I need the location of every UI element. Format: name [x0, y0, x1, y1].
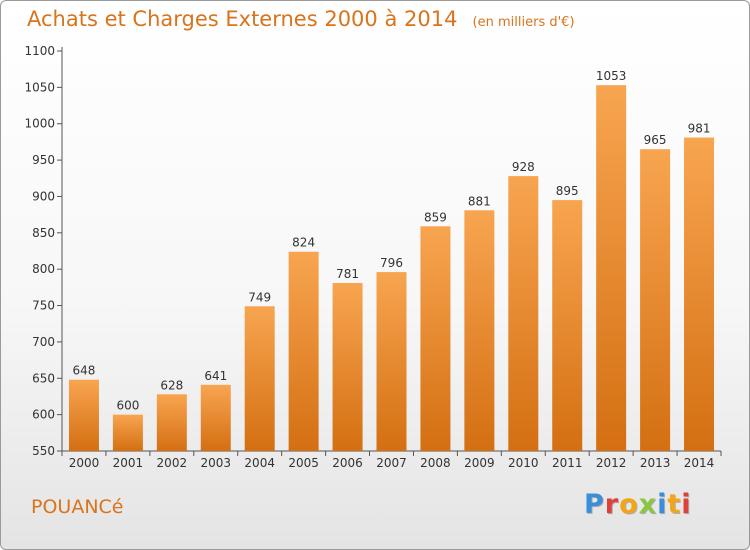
data-label: 981 [688, 122, 711, 136]
chart-title: Achats et Charges Externes 2000 à 2014 [27, 7, 458, 31]
logo-letter: i [681, 489, 692, 520]
bar [332, 283, 363, 451]
y-tick-label: 800 [32, 262, 55, 276]
x-tick-label: 2013 [640, 456, 671, 470]
data-label: 928 [512, 160, 535, 174]
proxiti-logo: Proxiti [584, 489, 692, 520]
y-tick-label: 900 [32, 189, 55, 203]
chart-subtitle: (en milliers d'€) [472, 15, 575, 30]
x-tick-label: 2005 [288, 456, 319, 470]
y-tick-label: 950 [32, 153, 55, 167]
x-tick-label: 2009 [464, 456, 495, 470]
data-label: 749 [248, 290, 271, 304]
data-label: 641 [204, 369, 227, 383]
x-tick-label: 2002 [157, 456, 188, 470]
data-label: 859 [424, 210, 447, 224]
data-label: 965 [644, 133, 667, 147]
data-label: 781 [336, 267, 359, 281]
logo-letter: x [638, 489, 658, 520]
x-tick-label: 2001 [113, 456, 144, 470]
x-tick-label: 2007 [376, 456, 407, 470]
x-tick-label: 2000 [69, 456, 100, 470]
bar [508, 176, 539, 451]
logo-letter: i [657, 489, 668, 520]
data-label: 881 [468, 194, 491, 208]
y-tick-label: 1000 [24, 117, 55, 131]
x-tick-label: 2003 [200, 456, 231, 470]
y-tick-label: 600 [32, 408, 55, 422]
bar [684, 137, 715, 451]
bar [200, 384, 231, 451]
bar [288, 251, 319, 451]
y-tick-label: 700 [32, 335, 55, 349]
bar [376, 272, 407, 451]
y-tick-label: 750 [32, 299, 55, 313]
y-tick-label: 550 [32, 444, 55, 458]
y-tick-label: 650 [32, 371, 55, 385]
bar [68, 379, 99, 451]
logo-letter: r [604, 489, 620, 520]
data-label: 796 [380, 256, 403, 270]
bar [640, 149, 671, 451]
bar [156, 394, 187, 451]
data-label: 824 [292, 236, 315, 250]
bar [420, 226, 451, 451]
bar [552, 200, 583, 451]
data-label: 1053 [596, 69, 627, 83]
bar [596, 85, 627, 451]
bar [244, 306, 275, 451]
logo-letter: P [584, 489, 605, 520]
logo-letter: t [667, 489, 682, 520]
bar [112, 414, 143, 451]
x-tick-label: 2010 [508, 456, 539, 470]
chart-title-row: Achats et Charges Externes 2000 à 2014 (… [27, 7, 575, 31]
y-tick-label: 1050 [24, 80, 55, 94]
x-tick-label: 2006 [332, 456, 363, 470]
data-label: 648 [73, 364, 96, 378]
x-tick-label: 2012 [596, 456, 627, 470]
logo-letter: o [619, 489, 639, 520]
data-label: 600 [116, 399, 139, 413]
x-tick-label: 2004 [244, 456, 275, 470]
y-tick-label: 1100 [24, 44, 55, 58]
data-label: 895 [556, 184, 579, 198]
bar [464, 210, 495, 451]
data-label: 628 [160, 378, 183, 392]
city-name: POUANCé [31, 496, 124, 518]
x-tick-label: 2014 [684, 456, 715, 470]
x-tick-label: 2011 [552, 456, 583, 470]
y-tick-label: 850 [32, 226, 55, 240]
x-tick-label: 2008 [420, 456, 451, 470]
